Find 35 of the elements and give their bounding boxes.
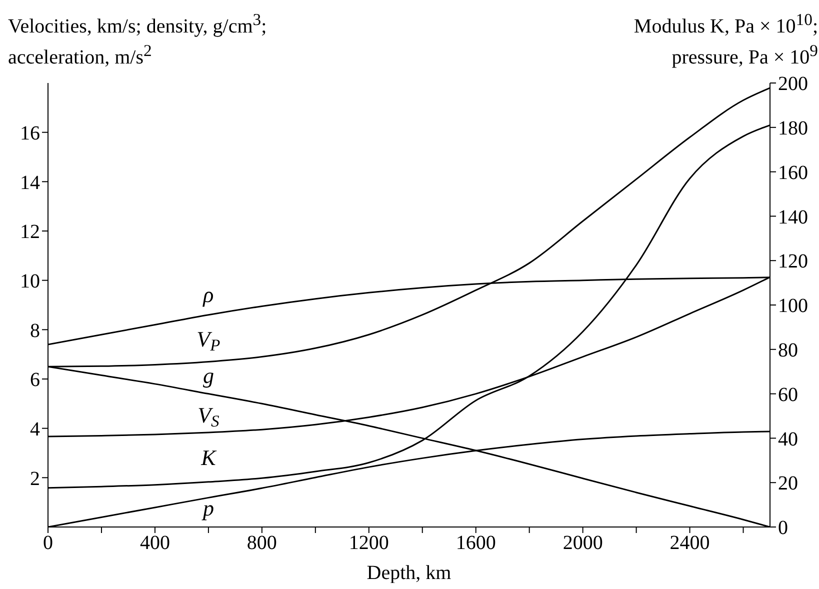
text: Velocities, km/s; density, g/cm$^{3}$; acceleration, m/s$^{2}$ xyxy=(8,10,267,68)
y-tick-label: 4 xyxy=(30,418,40,440)
y2-tick-label: 60 xyxy=(778,384,798,406)
x-axis-title: Depth, km xyxy=(366,562,452,584)
series-label: V$_{P}$ xyxy=(196,326,220,355)
x-tick-label: 2000 xyxy=(562,532,603,554)
y2-tick-label: 120 xyxy=(778,250,808,273)
y2-tick-label: 0 xyxy=(778,517,788,540)
series-label: K xyxy=(200,444,218,470)
y-tick-label: 12 xyxy=(20,221,40,244)
y2-axis-title: Modulus K, Pa × 10$^{10}$; pressure, Pa × 10$^{9}$ xyxy=(632,9,818,70)
y-tick-label: 6 xyxy=(30,369,40,392)
y2-tick-label: 100 xyxy=(778,295,808,318)
y2-tick-label: 20 xyxy=(778,472,798,495)
x-tick-label: 2400 xyxy=(670,532,710,554)
y2-tick-label: 40 xyxy=(778,428,798,450)
series-label: V$_{S}$ xyxy=(198,402,220,431)
y2-tick-label: 160 xyxy=(778,162,808,184)
y2-tick-label: 80 xyxy=(778,340,798,362)
x-tick-label: 1200 xyxy=(348,532,389,554)
y2-tick-label: 140 xyxy=(778,206,808,228)
x-tick-label: 400 xyxy=(140,532,170,554)
y2-tick-label: 200 xyxy=(778,73,808,96)
y-tick-label: 16 xyxy=(20,122,40,144)
y-tick-label: 14 xyxy=(20,172,40,194)
y-tick-label: 10 xyxy=(20,270,40,292)
x-tick-label: 0 xyxy=(43,532,53,554)
y2-tick-label: 180 xyxy=(778,118,808,140)
x-tick-label: 800 xyxy=(246,532,277,554)
series-label: p xyxy=(200,496,214,521)
series-label: ρ xyxy=(202,282,214,307)
y-tick-label: 8 xyxy=(30,320,40,342)
y-tick-label: 2 xyxy=(30,468,40,490)
x-tick-label: 1600 xyxy=(456,532,496,554)
series-label: g xyxy=(202,362,214,388)
